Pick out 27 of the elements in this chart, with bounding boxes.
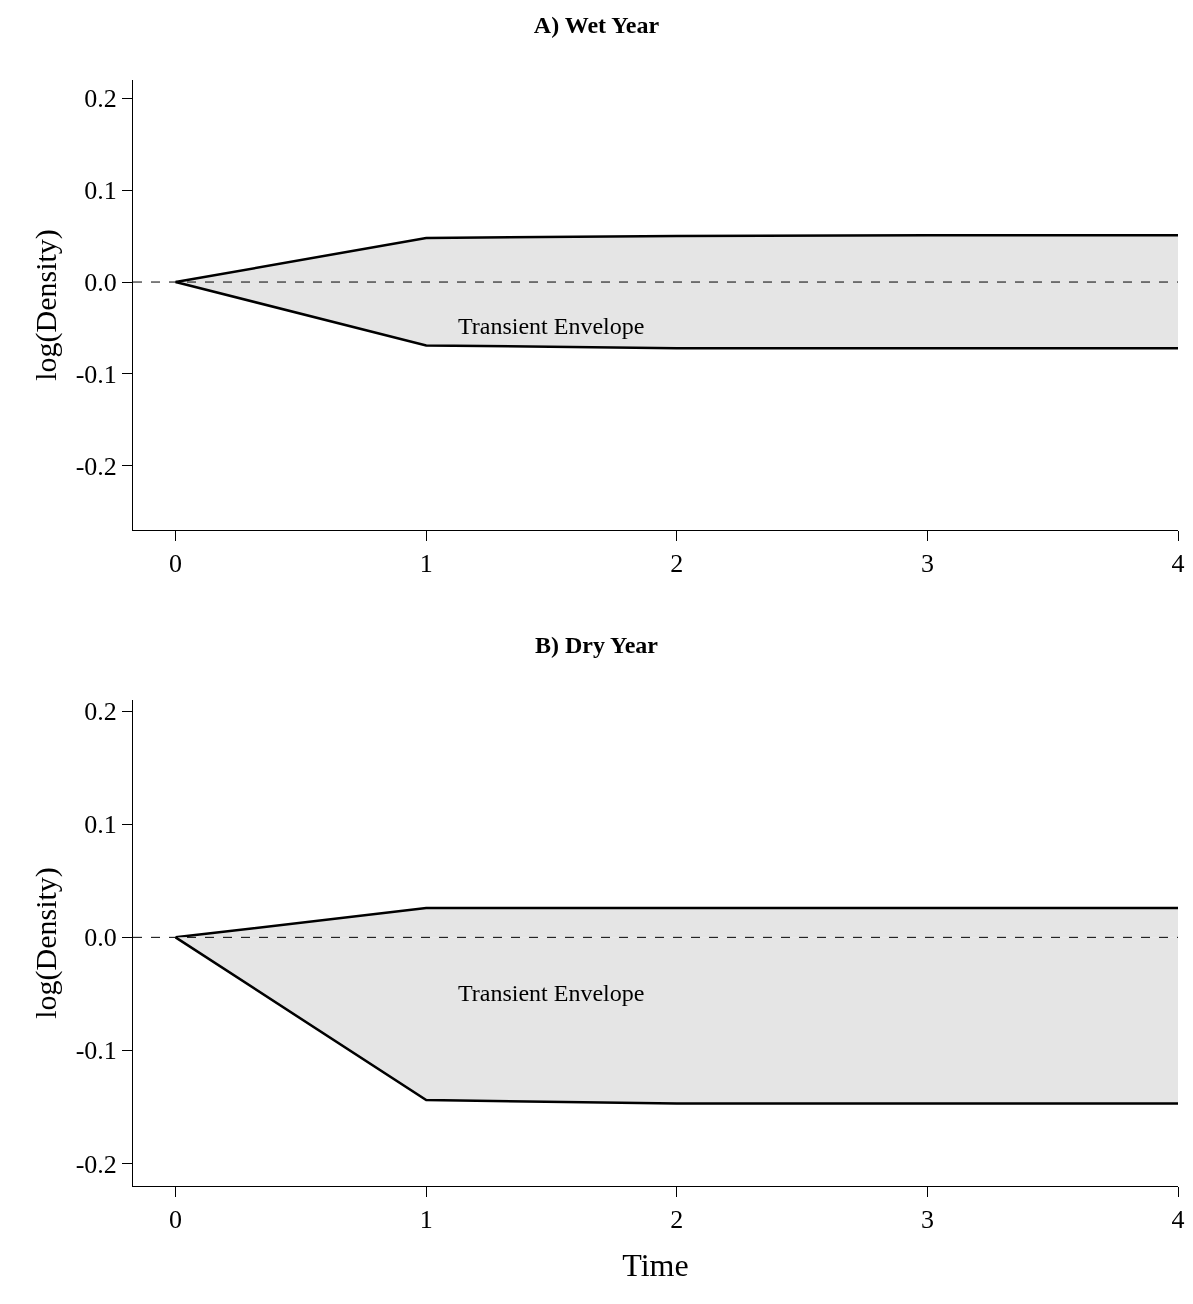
x-tick-label: 3	[920, 549, 934, 579]
x-tick-label: 1	[419, 549, 433, 579]
y-tick-label: 0.1	[84, 810, 117, 840]
annotation: Transient Envelope	[458, 980, 645, 1006]
x-tick-label: 4	[1171, 1205, 1185, 1235]
annotation: Transient Envelope	[458, 313, 645, 339]
chart-title: A) Wet Year	[533, 11, 660, 38]
y-tick-label: 0.2	[84, 697, 117, 727]
y-axis-title: log(Density)	[28, 229, 63, 381]
x-tick-label: 4	[1171, 549, 1185, 579]
y-tick-label: -0.2	[75, 451, 117, 481]
x-tick-label: 0	[169, 549, 183, 579]
chart-title: B) Dry Year	[534, 631, 659, 658]
x-tick-label: 1	[419, 1205, 433, 1235]
x-tick-label: 0	[169, 1205, 183, 1235]
x-tick-label: 2	[670, 1205, 684, 1235]
y-tick-label: 0.0	[84, 268, 117, 298]
y-axis-title: log(Density)	[28, 867, 63, 1019]
x-tick-label: 2	[670, 549, 684, 579]
x-tick-label: 3	[920, 1205, 934, 1235]
y-tick-label: -0.2	[75, 1149, 117, 1179]
y-tick-label: -0.1	[75, 359, 117, 389]
y-tick-label: -0.1	[75, 1036, 117, 1066]
y-tick-label: 0.0	[84, 923, 117, 953]
y-tick-label: 0.2	[84, 84, 117, 114]
x-axis-title: Time	[622, 1247, 689, 1284]
y-tick-label: 0.1	[84, 176, 117, 206]
